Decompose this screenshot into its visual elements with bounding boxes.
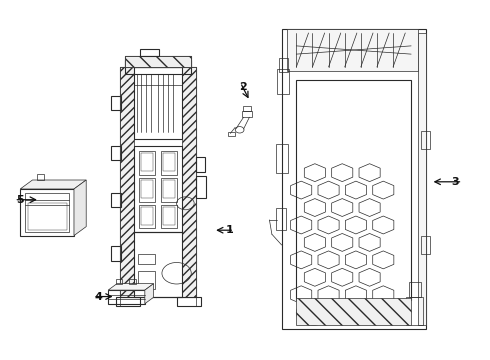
Bar <box>111 96 122 110</box>
Text: 3: 3 <box>451 177 459 187</box>
Bar <box>182 67 196 297</box>
Bar <box>296 298 411 325</box>
Bar <box>277 69 289 94</box>
Bar <box>141 153 153 171</box>
Polygon shape <box>74 180 86 235</box>
Bar <box>138 253 155 264</box>
Bar <box>141 180 153 198</box>
Bar <box>121 67 196 297</box>
Bar <box>134 232 182 297</box>
Bar <box>134 146 182 232</box>
Bar <box>25 193 69 232</box>
Bar <box>276 144 288 173</box>
Bar <box>287 30 418 71</box>
Text: 2: 2 <box>239 82 246 92</box>
Bar <box>228 132 235 136</box>
Polygon shape <box>20 180 86 189</box>
Bar <box>134 67 182 139</box>
Bar <box>37 174 44 180</box>
Bar <box>111 146 122 160</box>
Bar <box>111 246 122 261</box>
Bar <box>421 236 430 254</box>
Bar <box>196 157 205 172</box>
Bar <box>139 178 155 202</box>
Bar <box>125 56 191 67</box>
Bar <box>409 282 421 297</box>
Bar <box>282 30 426 329</box>
Bar <box>140 49 159 56</box>
Bar <box>116 297 140 306</box>
Bar <box>296 80 411 300</box>
Bar <box>116 279 122 284</box>
Text: 1: 1 <box>225 225 233 235</box>
Bar <box>406 297 423 325</box>
Bar <box>243 107 251 111</box>
Text: 5: 5 <box>17 195 24 205</box>
Bar <box>161 151 177 175</box>
Bar <box>125 56 191 67</box>
Polygon shape <box>145 284 154 304</box>
Bar <box>138 271 155 289</box>
Polygon shape <box>108 284 154 290</box>
Bar <box>163 180 175 198</box>
Bar <box>27 203 67 230</box>
Bar <box>121 67 134 297</box>
Text: 4: 4 <box>95 292 102 302</box>
Bar <box>139 151 155 175</box>
Bar <box>242 111 252 117</box>
Bar <box>111 193 122 207</box>
Bar <box>161 205 177 228</box>
Bar <box>421 131 430 149</box>
Bar <box>163 153 175 171</box>
Bar <box>139 205 155 228</box>
Bar <box>125 60 191 74</box>
Bar <box>161 178 177 202</box>
Bar <box>196 176 206 198</box>
Bar <box>176 297 201 306</box>
Bar <box>279 58 288 72</box>
Bar <box>141 207 153 225</box>
Bar <box>20 189 74 235</box>
Bar <box>276 208 286 230</box>
Bar <box>108 290 145 304</box>
Bar <box>418 33 426 325</box>
Bar <box>129 279 136 284</box>
Bar <box>163 207 175 225</box>
